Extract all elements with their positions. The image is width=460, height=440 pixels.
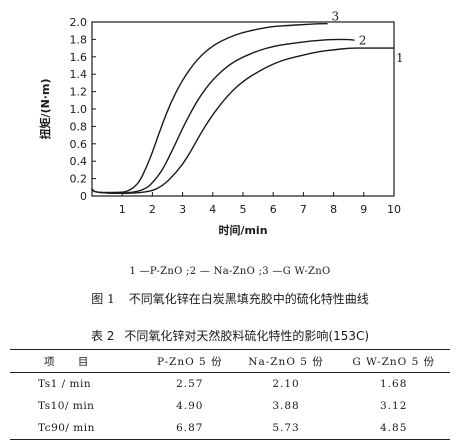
x-tick-label: 10	[387, 203, 401, 216]
series-line-2	[91, 38, 356, 194]
y-tick-label: 0.8	[70, 120, 88, 133]
x-tick-label: 5	[240, 203, 247, 216]
y-tick-label: 1.2	[70, 86, 88, 99]
y-tick-label: 1.4	[70, 68, 88, 81]
cure-characteristics-table: 项 目 P-ZnO 5 份 Na-ZnO 5 份 G W-ZnO 5 份 Ts1…	[10, 349, 450, 440]
header-p-zno: P-ZnO 5 份	[157, 355, 223, 368]
x-tick-label: 4	[209, 203, 216, 216]
y-tick-label: 1.0	[70, 103, 88, 116]
row-label: Ts1 / min	[38, 378, 92, 390]
table-row: Tc90/ min 6.87 5.73 4.85	[10, 417, 450, 440]
y-tick-label: 0	[80, 190, 87, 203]
row-label: Tc90/ min	[38, 422, 95, 434]
figure-number: 图 1	[91, 292, 115, 306]
x-tick-label: 2	[149, 203, 156, 216]
x-tick-label: 8	[330, 203, 337, 216]
y-tick-label: 0.6	[70, 138, 88, 151]
table-caption: 表 2 不同氧化锌对天然胶料硫化特性的影响(153C)	[0, 327, 460, 344]
table-title: 不同氧化锌对天然胶料硫化特性的影响(153C)	[124, 329, 370, 343]
table-cell: 6.87	[176, 422, 204, 434]
y-tick-label: 1.6	[70, 51, 88, 64]
table-cell: 5.73	[272, 422, 300, 434]
header-gw-zno: G W-ZnO 5 份	[352, 355, 436, 368]
x-tick-label: 7	[300, 203, 307, 216]
series-line-3	[91, 22, 328, 194]
y-tick-label: 1.8	[70, 33, 88, 46]
header-na-zno: Na-ZnO 5 份	[248, 355, 324, 368]
header-item: 项 目	[44, 355, 99, 368]
series-line-1	[91, 47, 394, 194]
table-number: 表 2	[90, 329, 115, 343]
table-cell: 3.12	[380, 400, 408, 412]
row-label: Ts10/ min	[38, 400, 95, 412]
figure-caption: 图 1 不同氧化锌在白炭黑填充胶中的硫化特性曲线	[0, 290, 460, 307]
x-tick-label: 3	[179, 203, 186, 216]
table-cell: 2.10	[272, 378, 300, 390]
table-row: Ts1 / min 2.57 2.10 1.68	[10, 373, 450, 396]
series-label-3: 3	[332, 10, 340, 24]
series-layer: 1 2 3	[91, 10, 404, 194]
series-label-1: 1	[396, 51, 404, 65]
series-label-2: 2	[359, 33, 367, 47]
x-axis-ticks: 1 2 3 4 5 6 7 8 9 10	[119, 192, 401, 216]
x-tick-label: 9	[360, 203, 367, 216]
y-tick-label: 0.2	[70, 173, 88, 186]
figure-title: 不同氧化锌在白炭黑填充胶中的硫化特性曲线	[128, 292, 369, 306]
x-axis-title: 时间/min	[218, 223, 267, 237]
table-cell: 1.68	[380, 378, 408, 390]
y-tick-label: 0.4	[70, 155, 88, 168]
y-tick-label: 2.0	[70, 16, 88, 29]
table-header-row: 项 目 P-ZnO 5 份 Na-ZnO 5 份 G W-ZnO 5 份	[10, 349, 450, 373]
table-cell: 4.90	[176, 400, 204, 412]
y-axis-ticks: 0 0.2 0.4 0.6 0.8 1.0 1.2 1.4 1.6 1.8 2.0	[70, 16, 96, 203]
cure-curve-chart: 0 0.2 0.4 0.6 0.8 1.0 1.2 1.4 1.6 1.8 2.0 1 2 3 4 5 6 7 8…	[38, 10, 404, 237]
table-row: Ts10/ min 4.90 3.88 3.12	[10, 395, 450, 417]
y-axis-title: 扭矩/(N·m)	[38, 79, 52, 140]
x-tick-label: 6	[270, 203, 277, 216]
table-cell: 2.57	[176, 378, 204, 390]
table-cell: 4.85	[380, 422, 408, 434]
x-tick-label: 1	[119, 203, 126, 216]
table-cell: 3.88	[272, 400, 300, 412]
chart-legend: 1 —P-ZnO ;2 — Na-ZnO ;3 —G W-ZnO	[129, 266, 331, 277]
